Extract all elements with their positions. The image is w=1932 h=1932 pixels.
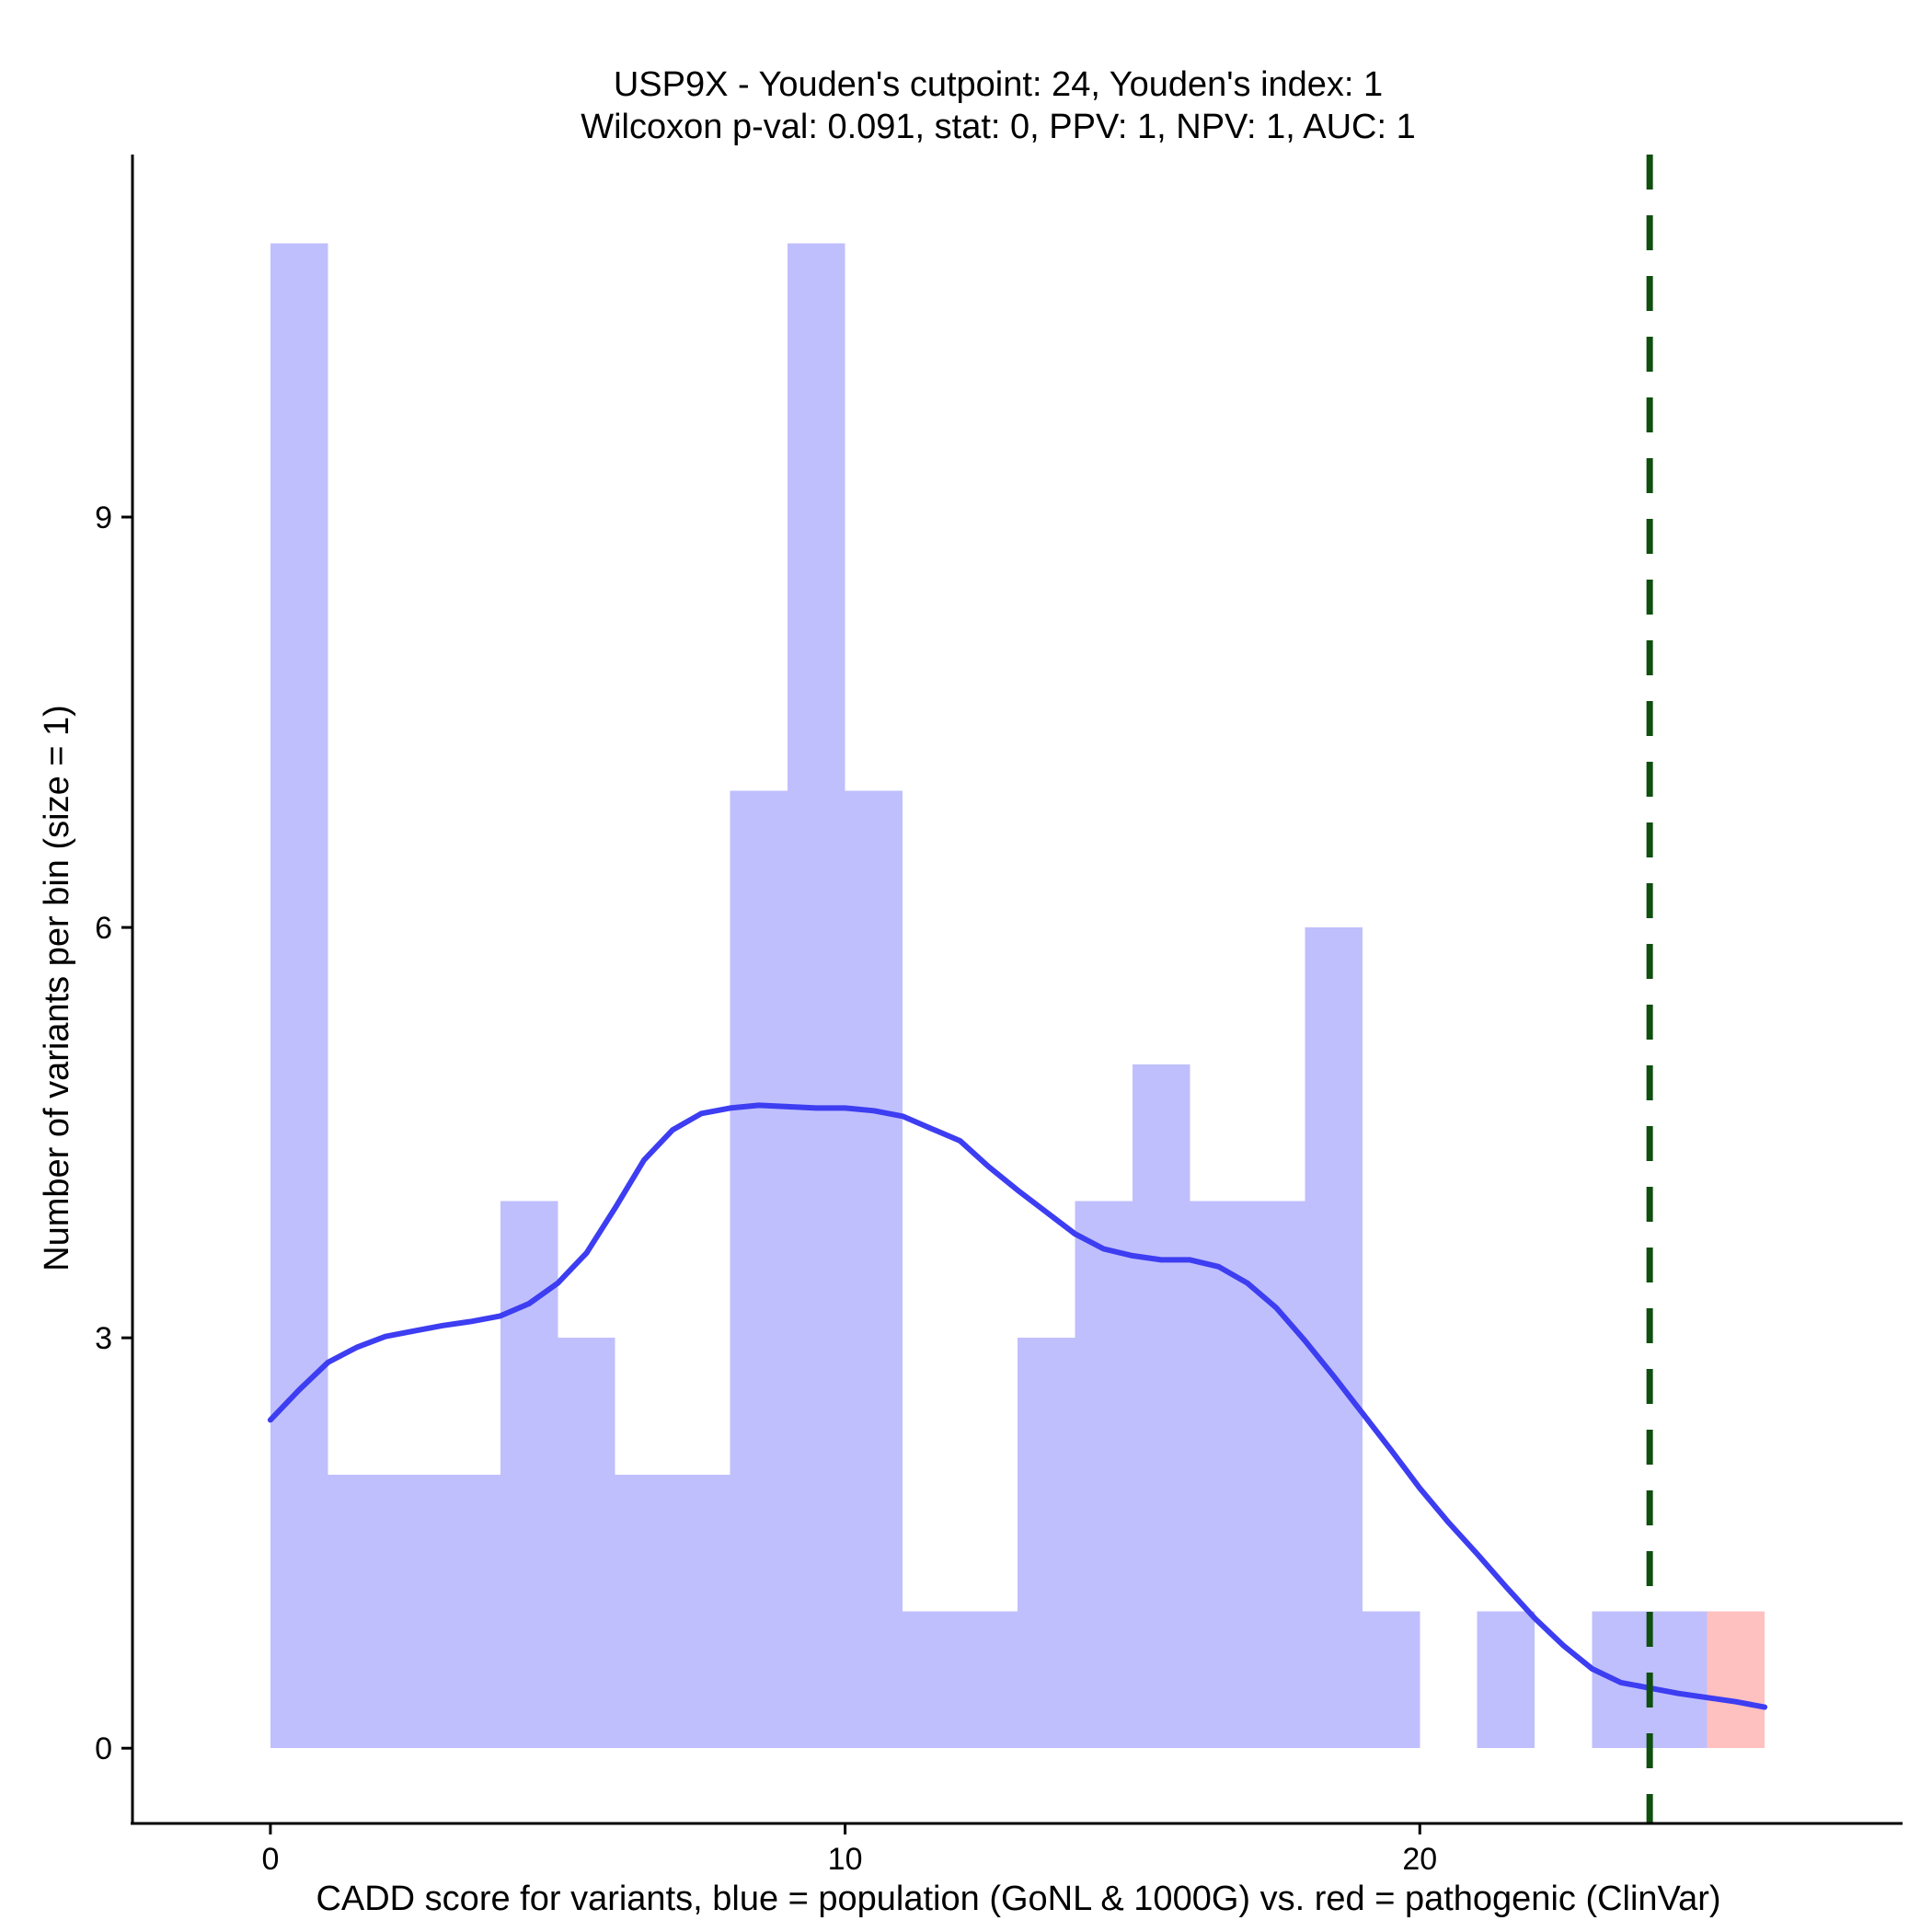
y-axis-label: Number of variants per bin (size = 1) bbox=[38, 705, 76, 1271]
y-tick-label: 6 bbox=[95, 911, 112, 946]
density-curve bbox=[267, 1102, 1768, 1710]
population-bar bbox=[270, 243, 328, 1749]
population-bar bbox=[1477, 1611, 1535, 1749]
x-tick-label: 0 bbox=[261, 1842, 279, 1877]
y-tick-label: 0 bbox=[95, 1731, 112, 1766]
chart-title: USP9X - Youden's cutpoint: 24, Youden's … bbox=[614, 65, 1383, 104]
x-axis-ticks: 0 10 20 bbox=[261, 1823, 1437, 1877]
chart-subtitle: Wilcoxon p-val: 0.091, stat: 0, PPV: 1, … bbox=[581, 108, 1415, 146]
population-bar bbox=[328, 1474, 385, 1749]
population-bar bbox=[1305, 927, 1363, 1749]
population-bar bbox=[1650, 1611, 1708, 1749]
population-bar bbox=[845, 790, 903, 1749]
y-tick-label: 3 bbox=[95, 1321, 112, 1356]
density-curve-group bbox=[267, 1102, 1768, 1710]
x-tick-label: 20 bbox=[1402, 1842, 1437, 1877]
y-tick-label: 9 bbox=[95, 500, 112, 535]
population-bar bbox=[1247, 1201, 1305, 1749]
population-bar bbox=[673, 1474, 730, 1749]
histogram-bars bbox=[270, 243, 1765, 1749]
population-bar bbox=[615, 1474, 673, 1749]
population-bar bbox=[788, 243, 845, 1749]
population-bar bbox=[1132, 1064, 1190, 1749]
x-tick-label: 10 bbox=[828, 1842, 863, 1877]
population-bar bbox=[385, 1474, 443, 1749]
population-bar bbox=[558, 1338, 615, 1749]
y-axis-ticks: 0 3 6 9 bbox=[95, 500, 132, 1766]
population-bar bbox=[500, 1201, 558, 1749]
population-bar bbox=[1362, 1611, 1420, 1749]
x-axis-label: CADD score for variants, blue = populati… bbox=[316, 1880, 1720, 1918]
population-bar bbox=[443, 1474, 500, 1749]
pathogenic-bar bbox=[1707, 1611, 1765, 1749]
population-bar bbox=[960, 1611, 1018, 1749]
population-bar bbox=[730, 790, 788, 1749]
population-bar bbox=[1018, 1338, 1075, 1749]
population-bar bbox=[1075, 1201, 1133, 1749]
population-bar bbox=[903, 1611, 960, 1749]
population-bar bbox=[1190, 1201, 1248, 1749]
